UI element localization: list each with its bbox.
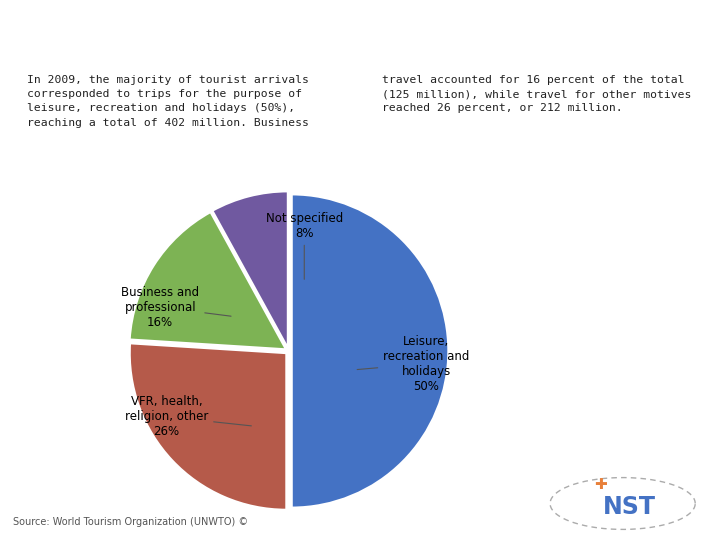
Text: Business and
professional
16%: Business and professional 16% xyxy=(121,286,231,329)
Wedge shape xyxy=(130,212,286,349)
Text: Tourism by Purpose of Visit: Tourism by Purpose of Visit xyxy=(13,19,269,37)
Text: Not specified
8%: Not specified 8% xyxy=(266,212,343,279)
Text: VFR, health,
religion, other
26%: VFR, health, religion, other 26% xyxy=(125,395,251,438)
Text: NST: NST xyxy=(603,495,656,519)
Text: Source: World Tourism Organization (UNWTO) ©: Source: World Tourism Organization (UNWT… xyxy=(13,517,248,528)
Text: Leisure,
recreation and
holidays
50%: Leisure, recreation and holidays 50% xyxy=(357,334,469,393)
Wedge shape xyxy=(212,191,288,348)
Wedge shape xyxy=(130,343,287,510)
Text: ✚: ✚ xyxy=(594,477,606,491)
Text: In 2009, the majority of tourist arrivals
corresponded to trips for the purpose : In 2009, the majority of tourist arrival… xyxy=(27,75,309,128)
Wedge shape xyxy=(292,194,449,508)
Text: travel accounted for 16 percent of the total
(125 million), while travel for oth: travel accounted for 16 percent of the t… xyxy=(382,75,691,113)
